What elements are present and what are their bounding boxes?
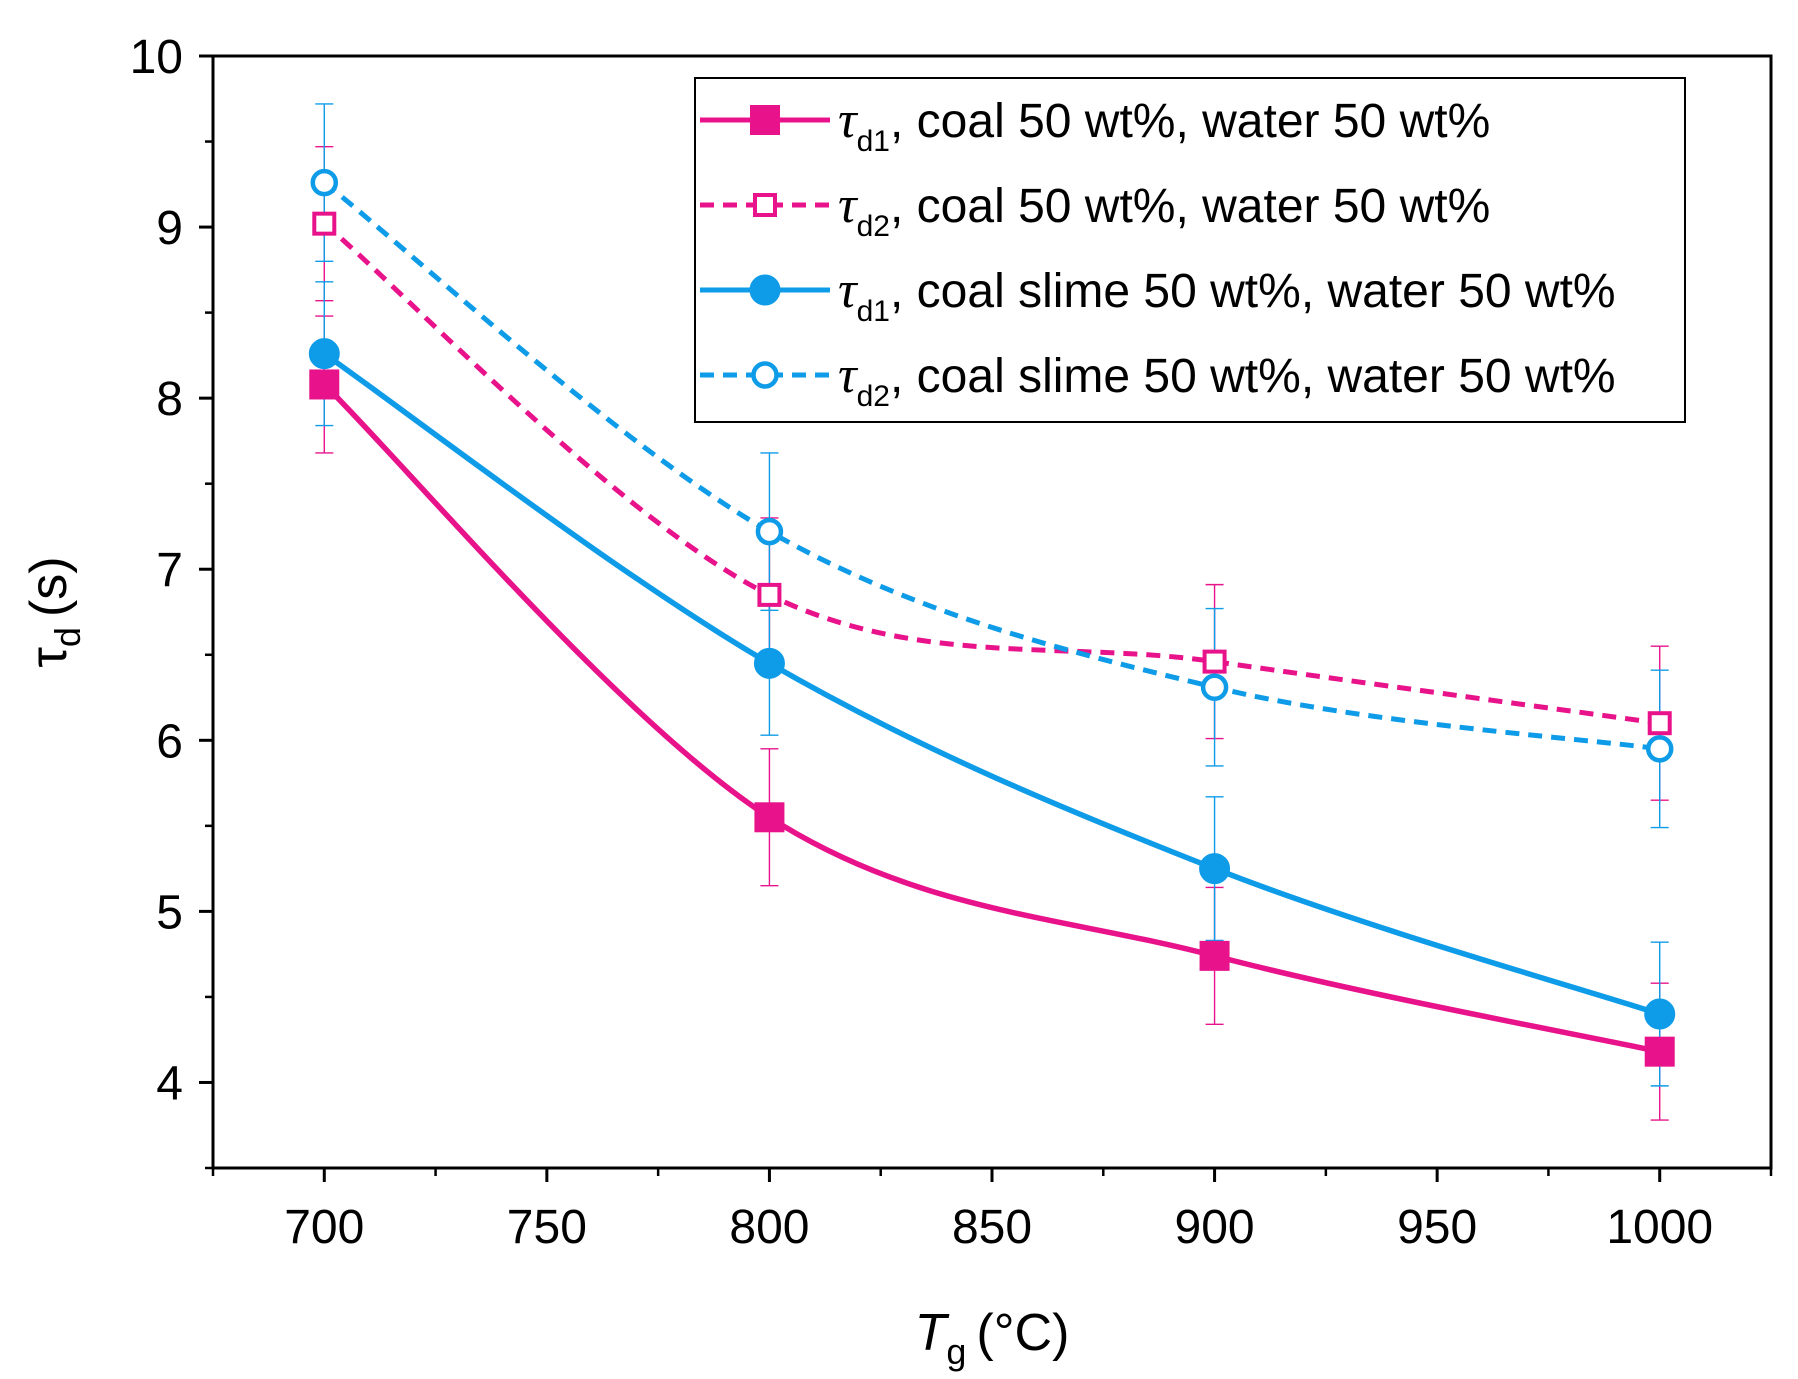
series-line-1 [322, 382, 1661, 1055]
series-line-3 [322, 351, 1661, 1017]
data-point-series-3 [308, 338, 340, 370]
x-label-subscript: g [946, 1331, 966, 1372]
data-point-series-1 [754, 802, 785, 833]
legend: τd1, coal 50 wt%, water 50 wt%τd2, coal … [694, 77, 1686, 423]
legend-marker [749, 274, 781, 306]
legend-subscript: d1 [857, 295, 890, 328]
data-point-series-1 [309, 369, 340, 400]
y-tick-label: 4 [156, 1057, 183, 1110]
data-point-series-3 [1199, 853, 1231, 885]
data-markers [308, 168, 1676, 1067]
legend-entry-1: τd1, coal 50 wt%, water 50 wt% [700, 92, 1490, 158]
data-point-series-4 [1645, 735, 1674, 763]
data-point-series-3 [753, 647, 785, 679]
x-tick-label: 750 [507, 1201, 587, 1254]
legend-text-rest: , coal slime 50 wt%, water 50 wt% [890, 350, 1616, 403]
y-tick-label: 6 [156, 715, 183, 768]
x-tick-label: 1000 [1606, 1201, 1713, 1254]
x-tick-label: 850 [952, 1201, 1032, 1254]
legend-marker [753, 193, 777, 217]
legend-subscript: d1 [857, 125, 890, 158]
legend-label: τd1, coal slime 50 wt%, water 50 wt% [838, 262, 1616, 328]
legend-text-rest: , coal slime 50 wt%, water 50 wt% [890, 265, 1616, 318]
y-label-symbol: τ [20, 647, 78, 668]
series-line-4 [322, 180, 1661, 752]
y-tick-label: 9 [156, 202, 183, 255]
data-point-series-2 [1647, 711, 1672, 736]
data-point-series-2 [1202, 649, 1227, 674]
y-label-unit: (s) [20, 556, 78, 617]
y-axis-label: τd (s) [20, 556, 88, 667]
y-tick-label: 8 [156, 373, 183, 426]
series-line-2 [322, 221, 1661, 726]
data-point-series-1 [1199, 940, 1230, 971]
x-tick-label: 950 [1397, 1201, 1477, 1254]
legend-entry-4: τd2, coal slime 50 wt%, water 50 wt% [700, 347, 1616, 413]
y-tick-label: 5 [156, 886, 183, 939]
legend-symbol: τ [838, 262, 859, 319]
x-axis-label: Tg (°C) [915, 1304, 1070, 1372]
y-tick-label: 7 [156, 544, 183, 597]
legend-box [694, 77, 1686, 423]
series-lines [322, 180, 1661, 1055]
legend-label: τd2, coal 50 wt%, water 50 wt% [838, 177, 1490, 243]
x-label-unit: (°C) [976, 1304, 1069, 1362]
legend-label: τd1, coal 50 wt%, water 50 wt% [838, 92, 1490, 158]
x-tick-label: 900 [1175, 1201, 1255, 1254]
legend-text-rest: , coal 50 wt%, water 50 wt% [890, 95, 1490, 148]
legend-marker [751, 361, 779, 389]
data-point-series-1 [1644, 1036, 1675, 1067]
y-label-subscript: d [47, 627, 88, 647]
x-tick-label: 700 [284, 1201, 364, 1254]
legend-symbol: τ [838, 92, 859, 149]
x-label-symbol: T [915, 1304, 950, 1362]
data-point-series-4 [310, 168, 339, 197]
data-point-series-4 [1200, 673, 1229, 702]
legend-marker [750, 105, 780, 135]
legend-entry-2: τd2, coal 50 wt%, water 50 wt% [700, 177, 1490, 243]
y-tick-label: 10 [130, 31, 183, 84]
legend-symbol: τ [838, 177, 859, 234]
data-point-series-4 [755, 517, 784, 546]
data-point-series-2 [312, 211, 337, 236]
x-tick-label: 800 [729, 1201, 809, 1254]
data-point-series-3 [1644, 998, 1676, 1030]
legend-symbol: τ [838, 347, 859, 404]
legend-subscript: d2 [857, 210, 890, 243]
data-point-series-2 [757, 582, 782, 607]
legend-label: τd2, coal slime 50 wt%, water 50 wt% [838, 347, 1616, 413]
legend-entry-3: τd1, coal slime 50 wt%, water 50 wt% [700, 262, 1616, 328]
legend-subscript: d2 [857, 380, 890, 413]
legend-text-rest: , coal 50 wt%, water 50 wt% [890, 180, 1490, 233]
